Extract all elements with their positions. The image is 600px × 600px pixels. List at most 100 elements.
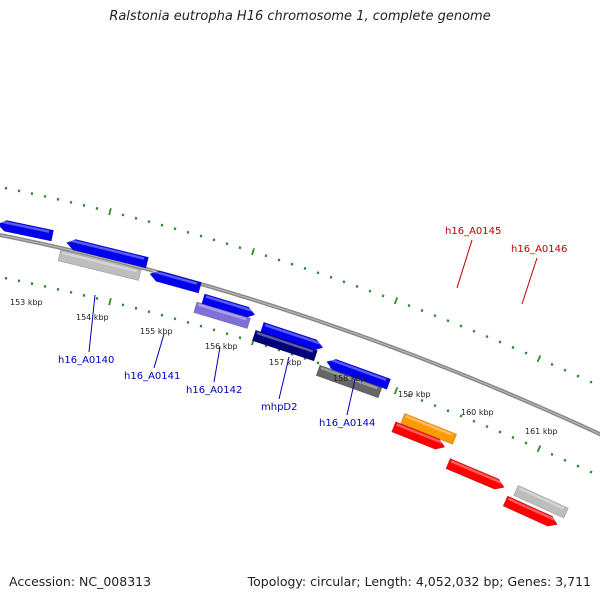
tick-dot — [121, 213, 125, 217]
gene-label[interactable]: h16_A0140 — [58, 355, 114, 366]
gene-shine — [507, 497, 556, 522]
gene-label-leader — [278, 356, 290, 400]
tick-dot — [56, 197, 60, 201]
gene-feature[interactable] — [315, 364, 383, 399]
tick-dot — [199, 324, 203, 328]
tick-dot — [212, 238, 216, 242]
gene-feature[interactable] — [400, 412, 458, 445]
tick-dot — [511, 345, 515, 350]
tick-dot — [30, 282, 34, 286]
gene-shape[interactable] — [251, 329, 318, 362]
tick-dot — [251, 248, 255, 256]
tick-dot — [446, 319, 450, 323]
gene-feature[interactable] — [201, 293, 257, 320]
tick-dot — [147, 220, 151, 224]
gene-labels: h16_A0140 h16_A0141 h16_A0142 mhpD2 h16_A014… — [58, 226, 567, 429]
tick-dot — [589, 380, 593, 384]
gene-shape[interactable] — [0, 219, 54, 242]
tick-dot — [536, 355, 542, 363]
tick-dot — [264, 254, 268, 258]
gene-shine — [264, 323, 321, 345]
tick-dot — [433, 404, 437, 408]
gene-label[interactable]: h16_A0144 — [319, 418, 375, 429]
tick-dot — [160, 223, 164, 227]
gene-feature[interactable] — [502, 495, 559, 529]
gene-feature[interactable] — [148, 269, 202, 294]
gene-label-leader — [346, 374, 357, 416]
tick-dot — [95, 206, 99, 210]
gene-feature[interactable] — [65, 237, 149, 269]
gene-feature[interactable] — [57, 249, 142, 281]
tick-label: 156 kbp — [205, 342, 238, 351]
tick-dot — [30, 192, 34, 196]
gene-shape[interactable] — [400, 412, 458, 445]
accession-text: Accession: NC_008313 — [9, 574, 152, 589]
gene-feature[interactable] — [251, 329, 318, 362]
gene-shine — [61, 251, 138, 273]
tick-dot — [173, 227, 177, 231]
tick-dot — [303, 266, 307, 270]
gene-feature[interactable] — [445, 458, 506, 492]
gene-label[interactable]: h16_A0142 — [186, 385, 242, 396]
gene-label[interactable]: h16_A0146 — [511, 244, 567, 255]
tick-label: 160 kbp — [461, 408, 494, 417]
tick-dot — [69, 200, 73, 204]
gene-shape[interactable] — [502, 495, 559, 529]
tick-dot — [17, 189, 21, 193]
gene-shape[interactable] — [513, 484, 569, 519]
gene-feature[interactable] — [325, 357, 392, 390]
gene-shape[interactable] — [201, 293, 257, 320]
gene-shine — [0, 220, 50, 233]
gene-shape[interactable] — [391, 421, 447, 452]
gene-shape[interactable] — [325, 357, 392, 390]
gene-shine — [205, 295, 253, 312]
gene-label[interactable]: h16_A0145 — [445, 226, 501, 237]
tick-dot — [43, 284, 47, 288]
backbone-highlight — [0, 234, 600, 435]
gene-shape[interactable] — [193, 301, 251, 330]
gene-shape[interactable] — [148, 269, 202, 294]
gene-shape[interactable] — [57, 249, 142, 281]
map-title: Ralstonia eutropha H16 chromosome 1, com… — [109, 9, 491, 24]
tick-dot — [420, 309, 424, 313]
gene-feature[interactable] — [391, 421, 447, 452]
gene-shine — [320, 366, 378, 390]
gene-shape[interactable] — [445, 458, 506, 492]
gene-shine — [152, 270, 198, 285]
tick-dot — [277, 258, 281, 262]
gene-shine — [396, 423, 443, 444]
tick-dot — [108, 208, 112, 216]
tick-dot — [316, 361, 320, 365]
gene-feature[interactable] — [259, 321, 324, 353]
gene-label-leader — [153, 333, 165, 369]
tick-dot — [134, 306, 138, 310]
tick-dot — [459, 414, 463, 418]
gene-label[interactable]: mhpD2 — [261, 402, 298, 413]
gene-feature[interactable] — [513, 484, 569, 519]
tick-dot — [368, 289, 372, 293]
tick-dot — [17, 279, 21, 283]
tick-dot — [134, 216, 138, 220]
tick-dot — [498, 340, 502, 344]
gene-shape[interactable] — [259, 321, 324, 353]
tick-dot — [498, 430, 502, 434]
tick-dot — [589, 470, 593, 474]
gene-feature[interactable] — [0, 219, 54, 242]
gene-features — [0, 219, 569, 529]
tick-dot — [69, 290, 73, 294]
tick-label: 157 kbp — [269, 358, 302, 367]
tick-dot — [56, 287, 60, 291]
gene-shape[interactable] — [315, 364, 383, 399]
gene-label[interactable]: h16_A0141 — [124, 371, 180, 382]
gene-label-leader — [521, 257, 538, 305]
gene-label-leader — [88, 294, 96, 353]
tick-label: 161 kbp — [525, 427, 558, 436]
tick-dot — [4, 186, 8, 190]
gene-shape[interactable] — [65, 237, 149, 269]
gene-feature[interactable] — [193, 301, 251, 330]
tick-label: 159 kbp — [398, 390, 431, 399]
gene-shine — [450, 460, 503, 484]
tick-dot — [576, 374, 580, 378]
gene-shine — [329, 358, 387, 381]
